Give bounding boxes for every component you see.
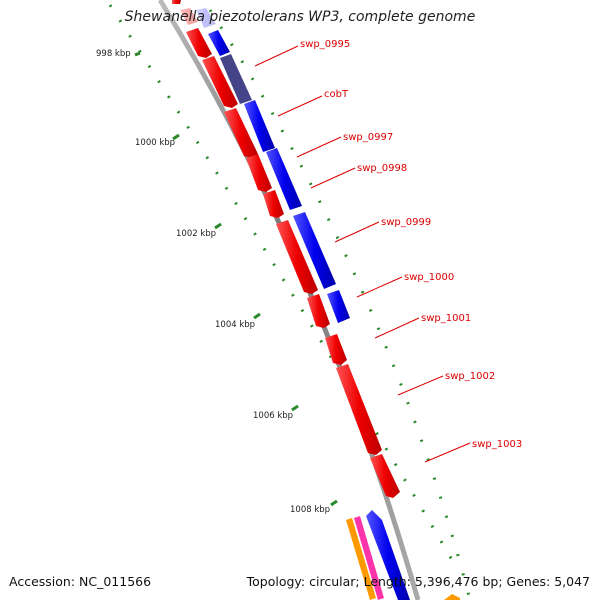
forward-gene [244, 100, 275, 152]
reverse-gene [370, 454, 400, 498]
reverse-strand-genes [172, 0, 400, 498]
reverse-gene [246, 154, 272, 192]
genome-backbone [157, 0, 421, 600]
reverse-gene [276, 220, 318, 294]
major-ticks [134, 51, 338, 507]
gene-label-swp_1001: swp_1001 [421, 313, 471, 324]
forward-gene [208, 30, 230, 56]
gene-label-swp_0998: swp_0998 [357, 163, 407, 174]
label-leader [356, 276, 403, 298]
major-tick [214, 222, 222, 230]
label-leader [277, 95, 323, 117]
label-leader [397, 375, 444, 396]
label-leader [374, 317, 420, 339]
forward-gene [266, 148, 302, 210]
forward-gene [220, 54, 252, 104]
label-leader [424, 442, 471, 463]
gene-label-swp_1000: swp_1000 [404, 272, 454, 283]
reverse-gene [336, 364, 382, 455]
gene-label-swp_0999: swp_0999 [381, 217, 431, 228]
orange-feature [346, 518, 376, 600]
major-tick [253, 312, 261, 320]
orange-feature [444, 594, 460, 600]
map-title: Shewanella piezotolerans WP3, complete g… [124, 9, 476, 25]
gene-label-leaders [254, 45, 471, 463]
reverse-gene [325, 334, 347, 365]
forward-gene [327, 290, 350, 323]
accession-text: Accession: NC_011566 [9, 574, 152, 589]
major-tick [291, 404, 299, 412]
major-tick [134, 51, 141, 57]
reverse-gene [172, 0, 181, 4]
label-leader [310, 167, 356, 189]
label-leader [254, 45, 299, 67]
genome-summary-text: Topology: circular; Length: 5,396,476 bp… [246, 574, 590, 589]
pink-feature [354, 516, 384, 600]
major-tick [172, 133, 180, 141]
gene-label-swp_1002: swp_1002 [445, 371, 495, 382]
gene-label-swp_1003: swp_1003 [472, 439, 522, 450]
scale-label-1006: 1006 kbp [253, 411, 293, 421]
reverse-gene [186, 28, 212, 58]
major-tick [330, 499, 338, 507]
reverse-gene [202, 56, 238, 108]
forward-strand-genes [196, 8, 350, 323]
scale-label-1004: 1004 kbp [215, 320, 255, 330]
reverse-gene [224, 108, 258, 158]
reverse-gene [180, 8, 198, 25]
forward-gene [366, 510, 410, 600]
gene-label-cobT: cobT [324, 89, 349, 100]
scale-track [108, 4, 457, 566]
gene-label-swp_0997: swp_0997 [343, 132, 393, 143]
reverse-gene [307, 294, 330, 328]
scale-label-1008: 1008 kbp [290, 505, 330, 515]
label-leader [334, 221, 380, 243]
reverse-gene [263, 190, 284, 218]
scale-label-998: 998 kbp [96, 49, 131, 59]
forward-gene [293, 212, 336, 289]
scale-label-1002: 1002 kbp [176, 229, 216, 239]
gene-label-swp_0995: swp_0995 [300, 39, 350, 50]
bottom-features [346, 510, 460, 600]
label-leader [296, 136, 342, 158]
forward-gene [196, 8, 216, 28]
scale-label-1000: 1000 kbp [135, 138, 175, 148]
